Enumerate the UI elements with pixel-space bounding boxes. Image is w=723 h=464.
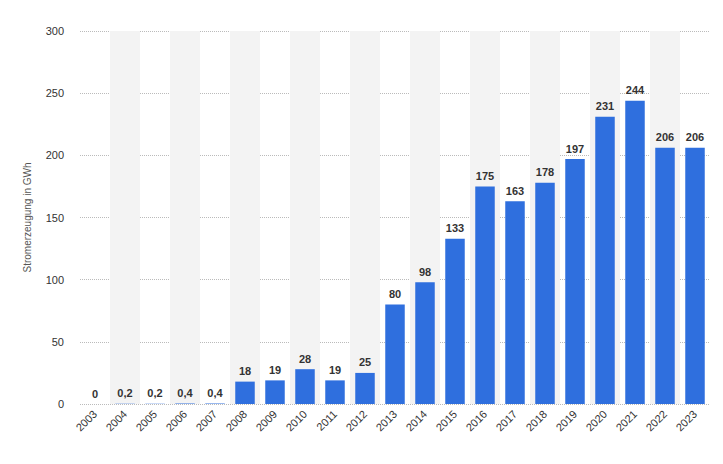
svg-text:2015: 2015 [433, 408, 459, 434]
svg-text:2013: 2013 [373, 408, 399, 434]
svg-text:175: 175 [476, 170, 494, 182]
svg-text:2004: 2004 [103, 408, 129, 434]
svg-text:2011: 2011 [314, 408, 339, 433]
svg-text:244: 244 [626, 84, 645, 96]
svg-text:2010: 2010 [283, 408, 309, 434]
svg-text:197: 197 [566, 143, 584, 155]
svg-text:2006: 2006 [163, 408, 189, 434]
svg-text:2005: 2005 [133, 408, 159, 434]
svg-text:18: 18 [239, 365, 251, 377]
svg-text:50: 50 [52, 336, 64, 348]
svg-text:19: 19 [269, 364, 281, 376]
svg-text:0,2: 0,2 [147, 387, 162, 399]
svg-text:0: 0 [58, 398, 64, 410]
svg-text:0,4: 0,4 [207, 387, 223, 399]
svg-text:200: 200 [46, 149, 64, 161]
svg-text:98: 98 [419, 266, 431, 278]
svg-text:206: 206 [656, 131, 674, 143]
svg-text:25: 25 [359, 356, 371, 368]
svg-text:100: 100 [46, 274, 64, 286]
svg-text:178: 178 [536, 166, 554, 178]
svg-text:2008: 2008 [223, 408, 249, 434]
svg-text:2022: 2022 [643, 408, 669, 434]
svg-text:2012: 2012 [343, 408, 369, 434]
svg-text:150: 150 [46, 212, 64, 224]
svg-text:2016: 2016 [463, 408, 489, 434]
svg-text:2007: 2007 [193, 408, 219, 434]
svg-text:300: 300 [46, 25, 64, 37]
svg-text:80: 80 [389, 288, 401, 300]
svg-text:28: 28 [299, 353, 311, 365]
svg-text:206: 206 [686, 131, 704, 143]
svg-text:0,4: 0,4 [177, 387, 193, 399]
svg-text:2021: 2021 [613, 408, 639, 434]
svg-text:250: 250 [46, 87, 64, 99]
svg-text:2020: 2020 [583, 408, 609, 434]
svg-text:2014: 2014 [403, 408, 429, 434]
svg-text:231: 231 [596, 100, 614, 112]
svg-text:2009: 2009 [253, 408, 279, 434]
svg-text:19: 19 [329, 364, 341, 376]
svg-text:0,2: 0,2 [117, 387, 132, 399]
svg-text:2017: 2017 [493, 408, 519, 434]
svg-text:2018: 2018 [523, 408, 549, 434]
svg-text:163: 163 [506, 185, 524, 197]
svg-text:2023: 2023 [673, 408, 699, 434]
svg-text:133: 133 [446, 222, 464, 234]
svg-text:Stromerzeugung in GWh: Stromerzeugung in GWh [22, 162, 33, 272]
svg-text:0: 0 [92, 388, 98, 400]
svg-text:2019: 2019 [553, 408, 579, 434]
svg-text:2003: 2003 [73, 408, 99, 434]
